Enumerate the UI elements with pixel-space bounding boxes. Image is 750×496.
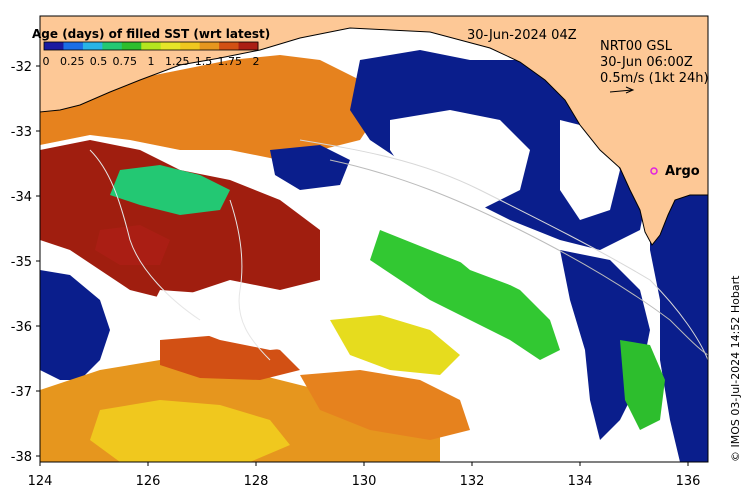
argo-marker [650, 167, 658, 175]
colorbar-swatch [44, 42, 64, 50]
colorbar-border [43, 41, 259, 51]
credit-text: © IMOS 03-Jul-2024 14:52 Hobart [729, 275, 742, 462]
x-tick-label: 124 [28, 474, 53, 489]
colorbar-swatch [82, 42, 103, 50]
y-tick-label: -32 [11, 60, 32, 75]
colorbar-swatch [199, 42, 220, 50]
y-axis: -32 -33 -34 -35 -36 -37 -38 [11, 60, 40, 465]
region-green-band [370, 230, 560, 360]
colorbar-tick-label: 1 [148, 55, 155, 68]
y-tick-label: -36 [11, 320, 32, 335]
colorbar-swatch [63, 42, 84, 50]
y-tick-label: -34 [11, 190, 32, 205]
x-tick-label: 126 [136, 474, 161, 489]
region-orange-center [300, 370, 470, 440]
region-white-center [390, 110, 530, 210]
colorbar-tick-label: 0.75 [113, 55, 138, 68]
sst-field [40, 50, 708, 462]
region-blue-west [40, 270, 110, 380]
region-orange-north [40, 55, 380, 160]
contour-line-2 [329, 159, 708, 356]
x-tick-label: 132 [460, 474, 485, 489]
colorbar-tick-label: 0.5 [90, 55, 108, 68]
colorbar-tick-label: 2 [253, 55, 260, 68]
colorbar-tick-label: 1.5 [195, 55, 213, 68]
map-frame [39, 15, 709, 463]
colorbar [43, 41, 259, 51]
region-white-cloud-2 [430, 210, 540, 285]
argo-label: Argo [665, 164, 700, 179]
x-tick-label: 134 [568, 474, 593, 489]
region-green-west [110, 165, 230, 215]
region-green-east [620, 340, 665, 430]
colorbar-swatch [238, 42, 259, 50]
colorbar-tick-label: 0.25 [60, 55, 85, 68]
x-tick-label: 128 [244, 474, 269, 489]
region-yellow-central [330, 315, 460, 375]
contour-line-3 [89, 149, 201, 321]
colorbar-swatch [160, 42, 181, 50]
x-tick-label: 136 [676, 474, 701, 489]
product-label: NRT00 GSL [600, 39, 673, 54]
scale-arrow [609, 86, 635, 94]
colorbar-swatch [102, 42, 123, 50]
x-tick-label: 130 [352, 474, 377, 489]
colorbar-swatch [121, 42, 142, 50]
x-axis: 124 126 128 130 132 134 136 [28, 462, 701, 489]
contour-line-1 [299, 139, 708, 361]
date-label: 30-Jun-2024 04Z [467, 28, 577, 43]
colorbar-ticks: 0 0.25 0.5 0.75 1 1.25 1.5 1.75 2 [43, 55, 260, 68]
region-dark-red-patch [95, 225, 170, 265]
colorbar-tick-label: 0 [43, 55, 50, 68]
region-yellow-south [90, 400, 290, 462]
y-tick-label: -35 [11, 255, 32, 270]
colorbar-swatch [219, 42, 240, 50]
region-white-cloud-1 [150, 290, 330, 350]
colorbar-tick-label: 1.25 [165, 55, 190, 68]
y-tick-label: -33 [11, 125, 32, 140]
y-tick-label: -38 [11, 450, 32, 465]
region-blue-north-patch [270, 145, 350, 190]
scale-label: 0.5m/s (1kt 24h) [600, 71, 709, 86]
colorbar-tick-label: 1.75 [218, 55, 243, 68]
region-blue-southeast [650, 180, 708, 462]
contour-line-4 [229, 199, 271, 361]
time-label: 30-Jun 06:00Z [600, 55, 693, 70]
colorbar-title: Age (days) of filled SST (wrt latest) [32, 27, 270, 41]
colorbar-swatch [180, 42, 201, 50]
y-tick-label: -37 [11, 385, 32, 400]
colorbar-swatch [141, 42, 162, 50]
land-mass [39, 15, 709, 246]
